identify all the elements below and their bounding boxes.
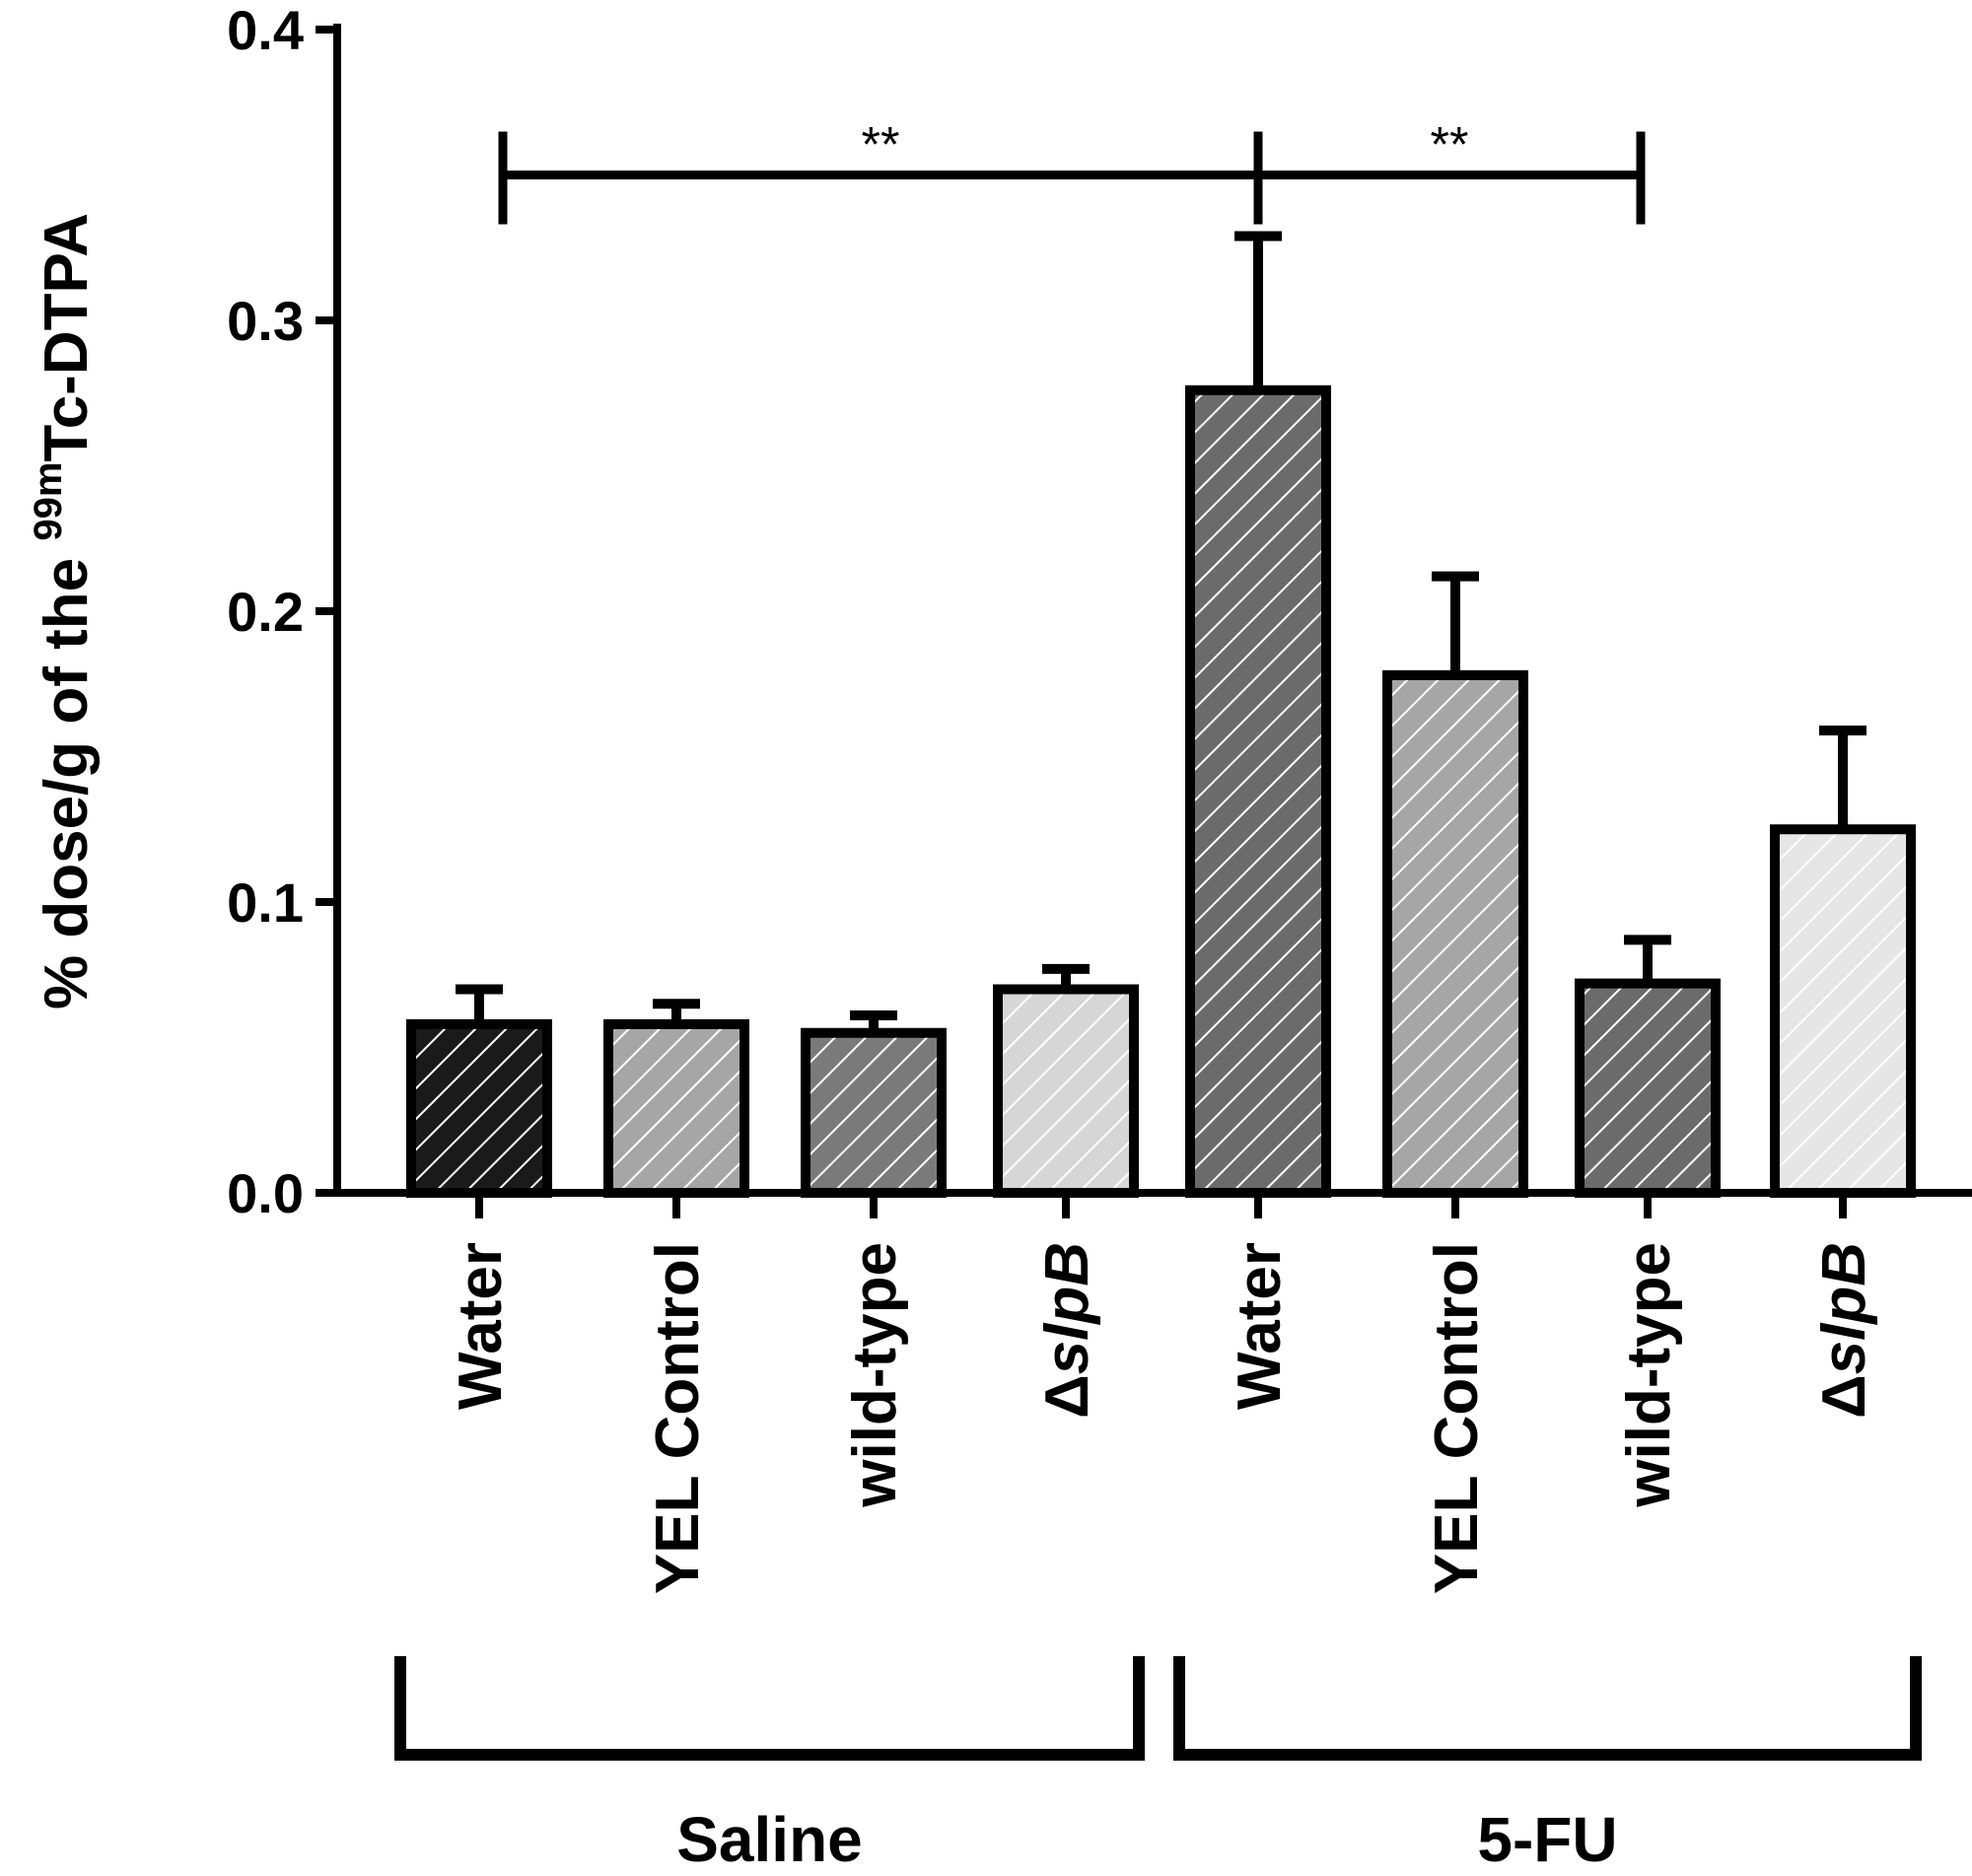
bar	[1770, 824, 1916, 1198]
y-tick-label: 0.3	[227, 290, 304, 352]
chart-labels: % dose/g of the 99mTc-DTPA Water YEL Contr…	[27, 117, 1922, 1875]
category-label: YEL Control	[644, 1242, 712, 1594]
bar	[603, 1018, 749, 1199]
chart-bars	[406, 231, 1916, 1199]
y-axis-title: % dose/g of the 99mTc-DTPA	[27, 213, 101, 1009]
group-bracket	[1173, 1656, 1922, 1761]
category-label: wild-type	[1615, 1242, 1683, 1508]
group-bracket	[394, 1656, 1145, 1761]
category-label: Water	[1226, 1242, 1294, 1410]
bar	[801, 1027, 947, 1198]
bar	[406, 1018, 552, 1199]
category-label: wild-type	[841, 1242, 909, 1508]
significance-label: **	[1431, 117, 1469, 173]
bar	[993, 984, 1139, 1198]
y-tick-label: 0.1	[227, 871, 304, 934]
bar	[1382, 669, 1528, 1198]
category-label: Water	[447, 1242, 515, 1410]
significance-label: **	[862, 117, 900, 173]
category-label: ΔslpB	[1810, 1242, 1878, 1419]
category-label: YEL Control	[1423, 1242, 1491, 1594]
y-tick-label: 0.2	[227, 581, 304, 643]
group-label: 5-FU	[1477, 1804, 1617, 1875]
y-tick-label: 0.4	[227, 0, 304, 61]
chart-axes: 0.0 0.1 0.2 0.3 0.4	[227, 0, 1972, 1224]
category-label: ΔslpB	[1033, 1242, 1101, 1419]
y-tick-label: 0.0	[227, 1162, 304, 1224]
group-label: Saline	[676, 1804, 863, 1875]
bar	[1185, 384, 1331, 1198]
bar	[1575, 978, 1721, 1198]
